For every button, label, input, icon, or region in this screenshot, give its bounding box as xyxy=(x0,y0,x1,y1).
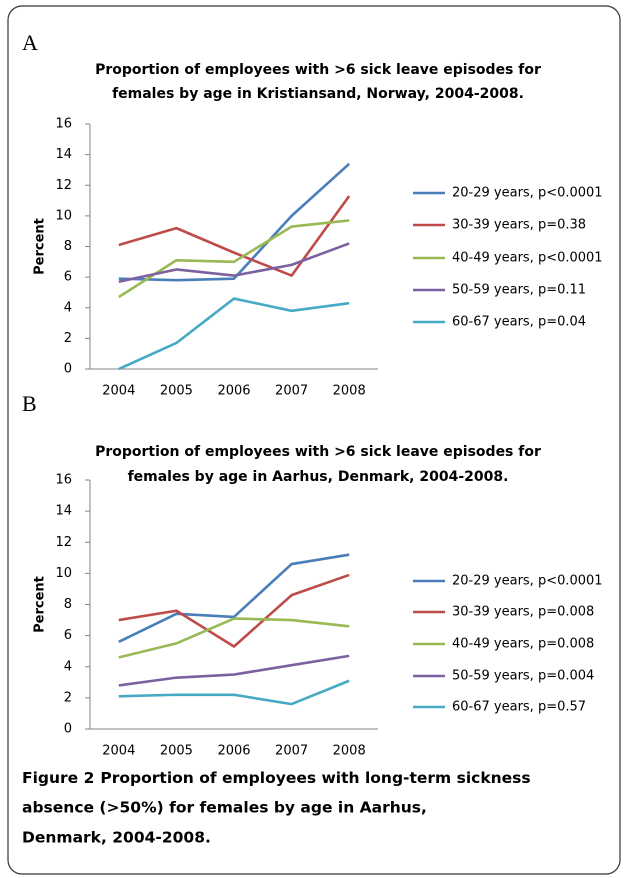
x-tick-label: 2008 xyxy=(333,384,366,399)
y-tick-label: 10 xyxy=(55,566,72,581)
panel-label: A xyxy=(22,30,38,55)
legend-label: 30-39 years, p=0.38 xyxy=(452,218,586,233)
chart-title: Proportion of employees with >6 sick lea… xyxy=(95,444,541,460)
series-line xyxy=(118,195,351,277)
series-line xyxy=(118,297,350,371)
legend-label: 40-49 years, p=0.008 xyxy=(452,637,594,652)
y-tick-label: 2 xyxy=(64,331,72,346)
legend-label: 50-59 years, p=0.004 xyxy=(452,669,594,684)
y-tick-label: 8 xyxy=(64,597,72,612)
x-tick-label: 2007 xyxy=(275,744,308,759)
y-tick-label: 14 xyxy=(55,504,72,519)
caption-text: Proportion of employees with long-term s… xyxy=(100,769,530,787)
caption-line: absence (>50%) for females by age in Aar… xyxy=(22,799,427,817)
series-line xyxy=(118,573,350,648)
chart-title: females by age in Aarhus, Denmark, 2004-… xyxy=(128,469,509,485)
y-tick-label: 12 xyxy=(55,535,72,550)
x-tick-label: 2008 xyxy=(333,744,366,759)
y-tick-label: 16 xyxy=(55,117,72,132)
series-line xyxy=(118,162,351,282)
y-axis-label: Percent xyxy=(33,576,48,633)
y-tick-label: 16 xyxy=(55,473,72,488)
chart-title: Proportion of employees with >6 sick lea… xyxy=(95,62,541,78)
y-tick-label: 12 xyxy=(55,178,72,193)
y-tick-label: 4 xyxy=(64,659,72,674)
y-tick-label: 0 xyxy=(64,722,72,737)
chart-title: females by age in Kristiansand, Norway, … xyxy=(112,86,524,102)
legend-label: 40-49 years, p<0.0001 xyxy=(452,251,603,266)
legend-label: 50-59 years, p=0.11 xyxy=(452,283,586,298)
x-tick-label: 2007 xyxy=(275,384,308,399)
y-tick-label: 2 xyxy=(64,690,72,705)
figure-border xyxy=(7,5,621,875)
series-line xyxy=(118,617,350,659)
series-line xyxy=(118,242,350,283)
legend-label: 20-29 years, p<0.0001 xyxy=(452,574,603,589)
y-tick-label: 6 xyxy=(64,270,72,285)
legend-label: 60-67 years, p=0.57 xyxy=(452,700,586,715)
y-axis-label: Percent xyxy=(33,218,48,275)
series-line xyxy=(118,679,350,706)
panel-label: B xyxy=(22,391,37,416)
x-tick-label: 2006 xyxy=(217,744,250,759)
x-tick-label: 2004 xyxy=(102,744,135,759)
y-tick-label: 10 xyxy=(55,208,72,223)
caption-line: Denmark, 2004-2008. xyxy=(22,829,211,847)
x-tick-label: 2006 xyxy=(217,384,250,399)
series-line xyxy=(118,553,350,644)
x-tick-label: 2004 xyxy=(102,384,135,399)
series-line xyxy=(118,654,350,687)
legend-label: 20-29 years, p<0.0001 xyxy=(452,186,603,201)
legend-label: 30-39 years, p=0.008 xyxy=(452,605,594,620)
caption-line: Figure 2 Proportion of employees with lon… xyxy=(22,769,531,787)
y-tick-label: 14 xyxy=(55,147,72,162)
y-tick-label: 4 xyxy=(64,300,72,315)
legend-label: 60-67 years, p=0.04 xyxy=(452,315,586,330)
y-tick-label: 6 xyxy=(64,628,72,643)
figure-label: Figure 2 xyxy=(22,769,94,787)
x-tick-label: 2005 xyxy=(160,744,193,759)
x-tick-label: 2005 xyxy=(160,384,193,399)
y-tick-label: 0 xyxy=(64,362,72,377)
y-tick-label: 8 xyxy=(64,239,72,254)
